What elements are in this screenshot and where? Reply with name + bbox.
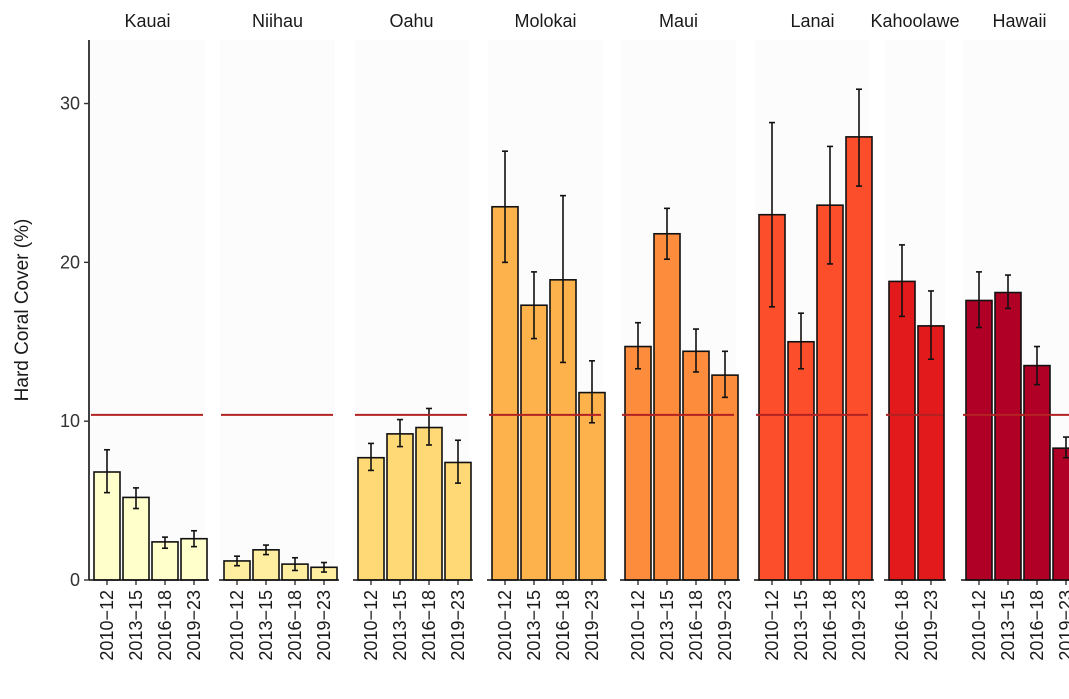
strip-label: Kauai (124, 11, 170, 31)
x-tick-label: 2010−12 (495, 590, 515, 661)
x-tick-label: 2019−23 (582, 590, 602, 661)
bar (357, 456, 385, 581)
panel-hawaii: Hawaii 2010−12 2013−15 2016−18 2019−23 (961, 11, 1069, 661)
strip-label: Lanai (790, 11, 834, 31)
strip-label: Maui (659, 11, 698, 31)
x-tick-label: 2016−18 (285, 590, 305, 661)
panel-background (220, 40, 335, 580)
x-tick-label: 2013−15 (390, 590, 410, 661)
x-tick-label: 2010−12 (361, 590, 381, 661)
bar (653, 232, 681, 581)
x-tick-label: 2010−12 (97, 590, 117, 661)
panel-kahoolawe: Kahoolawe 2016−18 2019−23 (870, 11, 959, 661)
panel-maui: Maui 2010−12 2013−15 2016−18 2019−23 (620, 11, 740, 661)
strip-label: Oahu (389, 11, 433, 31)
x-tick-label: 2013−15 (998, 590, 1018, 661)
panel-kauai: Kauai 2010−12 2013−15 2016−18 2019−23 (89, 11, 209, 661)
x-tick-label: 2013−15 (791, 590, 811, 661)
x-tick-label: 2016−18 (892, 590, 912, 661)
panel-molokai: Molokai 2010−12 2013−15 2016−18 2019−23 (487, 11, 607, 661)
bar (122, 496, 150, 581)
y-tick-label: 10 (60, 411, 80, 431)
x-tick-label: 2010−12 (628, 590, 648, 661)
x-tick-label: 2019−23 (314, 590, 334, 661)
strip-label: Niihau (252, 11, 303, 31)
bar (711, 374, 739, 581)
x-tick-label: 2016−18 (820, 590, 840, 661)
bar (1052, 447, 1069, 581)
bar (787, 340, 815, 581)
x-tick-label: 2019−23 (448, 590, 468, 661)
x-tick-label: 2019−23 (715, 590, 735, 661)
x-tick-label: 2019−23 (921, 590, 941, 661)
x-tick-label: 2010−12 (969, 590, 989, 661)
bar (888, 280, 916, 581)
bar (994, 291, 1022, 581)
y-tick-label: 20 (60, 252, 80, 272)
x-tick-label: 2010−12 (762, 590, 782, 661)
bar (415, 426, 443, 581)
panel-oahu: Oahu 2010−12 2013−15 2016−18 2019−23 (353, 11, 473, 661)
y-axis: 0 10 20 30 (60, 40, 90, 590)
x-tick-label: 2019−23 (1056, 590, 1069, 661)
bar (965, 299, 993, 581)
y-tick-label: 0 (70, 570, 80, 590)
panel-lanai: Lanai 2010−12 2013−15 2016−18 2019−23 (754, 11, 874, 661)
bar (1023, 364, 1051, 581)
y-axis-label: Hard Coral Cover (%) (12, 219, 33, 402)
bar (845, 136, 873, 581)
x-tick-label: 2019−23 (184, 590, 204, 661)
bar (520, 304, 548, 581)
panels: Kauai 2010−12 2013−15 2016−18 2019−23 Niihau 2… (89, 11, 1069, 661)
x-tick-label: 2013−15 (126, 590, 146, 661)
x-tick-label: 2013−15 (256, 590, 276, 661)
strip-label: Molokai (514, 11, 576, 31)
bar (917, 325, 945, 581)
y-tick-label: 30 (60, 94, 80, 114)
x-tick-label: 2016−18 (553, 590, 573, 661)
panel-niihau: Niihau 2010−12 2013−15 2016−18 2019−23 (219, 11, 339, 661)
bar (624, 345, 652, 581)
x-tick-label: 2013−15 (657, 590, 677, 661)
x-tick-label: 2013−15 (524, 590, 544, 661)
x-tick-label: 2016−18 (1027, 590, 1047, 661)
strip-label: Kahoolawe (870, 11, 959, 31)
x-tick-label: 2016−18 (155, 590, 175, 661)
x-tick-label: 2019−23 (849, 590, 869, 661)
strip-label: Hawaii (992, 11, 1046, 31)
x-tick-label: 2010−12 (227, 590, 247, 661)
bar (682, 350, 710, 581)
x-tick-label: 2016−18 (419, 590, 439, 661)
x-tick-label: 2016−18 (686, 590, 706, 661)
bar (386, 433, 414, 581)
